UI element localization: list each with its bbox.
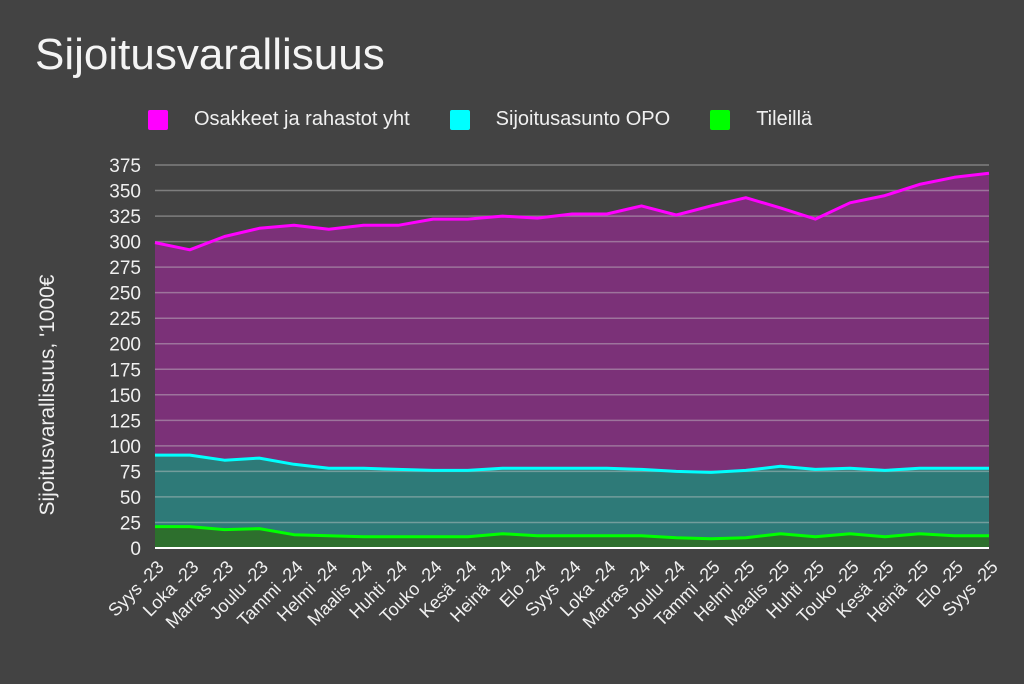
series-lines <box>154 171 990 541</box>
legend-label-sijoitusasunto: Sijoitusasunto OPO <box>495 108 671 130</box>
y-tick-label: 325 <box>109 207 141 228</box>
legend-label-tileilla: Tileillä <box>756 108 813 130</box>
y-tick-label: 175 <box>109 360 141 381</box>
y-tick-label: 100 <box>109 437 141 458</box>
area-series-0 <box>155 173 989 548</box>
y-tick-label: 350 <box>109 182 141 203</box>
legend: Osakkeet ja rahastot yht Sijoitusasunto … <box>148 108 852 131</box>
y-tick-label: 225 <box>109 309 141 330</box>
y-tick-label: 375 <box>109 156 141 177</box>
chart-title: Sijoitusvarallisuus <box>35 30 385 79</box>
y-tick-label: 50 <box>120 488 141 509</box>
legend-item-osakkeet: Osakkeet ja rahastot yht <box>148 108 410 131</box>
line-series-2 <box>155 525 989 541</box>
legend-swatch-tileilla <box>710 109 731 130</box>
legend-item-tileilla: Tileillä <box>710 108 812 131</box>
series-areas <box>155 173 989 548</box>
legend-item-sijoitusasunto: Sijoitusasunto OPO <box>449 108 671 131</box>
y-tick-label: 125 <box>109 411 141 432</box>
legend-swatch-sijoitusasunto <box>449 109 470 130</box>
y-tick-label: 250 <box>109 284 141 305</box>
line-series-0 <box>154 171 990 252</box>
y-tick-label: 275 <box>109 258 141 279</box>
y-tick-label: 25 <box>120 513 141 534</box>
legend-swatch-osakkeet <box>148 109 168 130</box>
y-tick-label: 150 <box>109 386 141 407</box>
y-tick-label: 200 <box>109 335 141 356</box>
legend-label-osakkeet: Osakkeet ja rahastot yht <box>194 108 410 130</box>
y-tick-label: 300 <box>109 233 141 254</box>
line-series-1 <box>155 453 989 474</box>
y-tick-label: 75 <box>120 462 141 483</box>
y-tick-label: 0 <box>130 539 141 560</box>
y-tick-labels: 0 25 50 75 100 125 150 175 200 225 250 275 300 325 350… <box>109 156 141 560</box>
area-series-2 <box>155 526 989 548</box>
area-series-1 <box>155 455 989 548</box>
grid-lines <box>155 164 989 549</box>
